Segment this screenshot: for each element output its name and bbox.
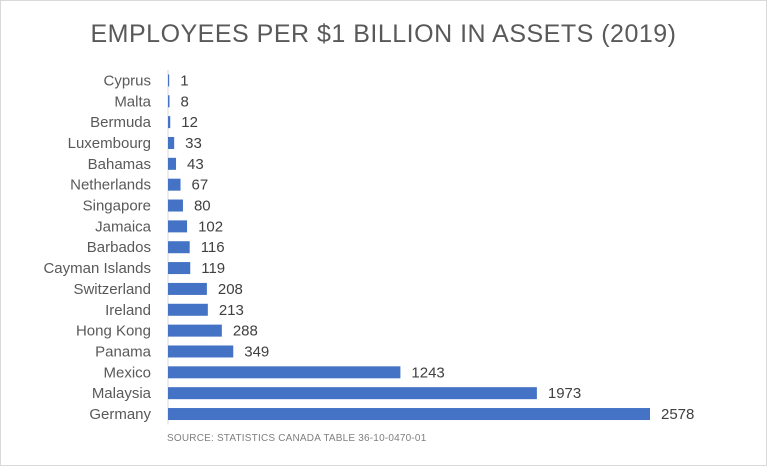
bar (168, 116, 171, 129)
data-label: 208 (218, 281, 243, 298)
category-label: Bahamas (88, 156, 151, 173)
bar (168, 282, 207, 295)
bar (168, 366, 401, 379)
data-label: 102 (198, 218, 223, 235)
bar (168, 262, 191, 275)
data-label: 33 (185, 135, 202, 152)
category-label: Jamaica (95, 218, 152, 235)
chart-title: EMPLOYEES PER $1 BILLION IN ASSETS (2019… (90, 20, 677, 48)
bar (168, 157, 177, 170)
category-label: Malaysia (92, 385, 152, 402)
category-label: Switzerland (73, 281, 151, 298)
data-label: 8 (180, 93, 188, 110)
data-label: 1243 (411, 364, 444, 381)
bar (168, 95, 170, 108)
bar (168, 74, 170, 87)
data-label: 1 (180, 72, 188, 89)
data-label: 1973 (548, 385, 581, 402)
category-label: Luxembourg (68, 135, 151, 152)
data-label: 116 (201, 239, 225, 256)
bar (168, 241, 190, 254)
bar (168, 408, 650, 421)
bar (168, 345, 234, 358)
category-label: Cyprus (103, 72, 151, 89)
bar (168, 303, 208, 316)
data-label: 119 (201, 260, 225, 277)
data-label: 80 (194, 198, 211, 215)
category-label: Netherlands (70, 177, 151, 194)
data-label: 12 (181, 114, 198, 131)
category-label: Malta (114, 93, 151, 110)
category-label: Singapore (83, 198, 151, 215)
category-label: Cayman Islands (43, 260, 151, 277)
data-label: 288 (233, 323, 258, 340)
category-label: Bermuda (90, 114, 152, 131)
category-label: Panama (95, 343, 152, 360)
category-label: Barbados (87, 239, 151, 256)
category-label: Germany (89, 406, 151, 423)
bar (168, 387, 537, 400)
chart-source: SOURCE: STATISTICS CANADA TABLE 36-10-04… (167, 433, 427, 444)
bar (168, 220, 188, 233)
category-label: Mexico (103, 364, 151, 381)
data-label: 43 (187, 156, 204, 173)
category-label: Ireland (105, 302, 151, 319)
data-label: 349 (244, 343, 269, 360)
category-label: Hong Kong (76, 323, 151, 340)
data-label: 67 (192, 177, 209, 194)
bar (168, 324, 222, 337)
bar (168, 178, 181, 191)
bar (168, 136, 175, 149)
data-label: 213 (219, 302, 244, 319)
data-label: 2578 (661, 406, 694, 423)
bar (168, 199, 183, 212)
